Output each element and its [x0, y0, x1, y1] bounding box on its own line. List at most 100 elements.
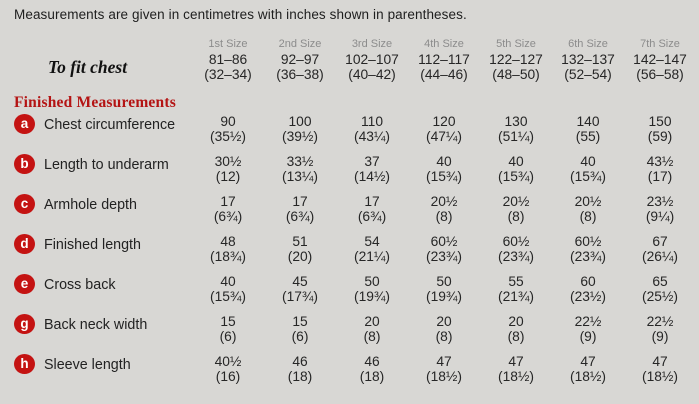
- cm-value: 100: [288, 114, 312, 129]
- row-label: Finished length: [44, 237, 141, 253]
- cm-value: 22½: [646, 314, 674, 329]
- measurement-cell: 102–107 (40–42): [336, 52, 408, 82]
- inch-value: (43¼): [353, 128, 391, 144]
- measurement-cell: 43½ (17): [624, 152, 696, 192]
- inch-value: (8): [579, 208, 597, 224]
- measurement-cell: 112–117 (44–46): [408, 52, 480, 82]
- measurement-cell: 17 (6¾): [264, 192, 336, 232]
- letter-badge: d: [14, 234, 35, 254]
- to-fit-chest-row: To fit chest 81–86 (32–34) 92–97 (36–38) 102…: [0, 52, 696, 82]
- size-header-row: 1st Size 2nd Size 3rd Size 4th Size 5th Size…: [0, 38, 696, 50]
- inch-value: (26¼): [641, 248, 679, 264]
- measurement-cell: 60½ (23¾): [408, 232, 480, 272]
- inch-value: (15¾): [209, 288, 247, 304]
- row-label: Length to underarm: [44, 157, 169, 173]
- cm-value: 65: [652, 274, 668, 289]
- cm-value: 122–127: [489, 52, 543, 67]
- cm-value: 130: [504, 114, 528, 129]
- measurement-cell: 45 (17¾): [264, 272, 336, 312]
- cm-value: 20: [508, 314, 524, 329]
- cm-value: 48: [220, 234, 236, 249]
- finished-measurements-title: Finished Measurements: [14, 94, 176, 111]
- row-label-cell: e Cross back: [0, 272, 192, 312]
- to-fit-chest-label: To fit chest: [48, 57, 128, 77]
- measurement-cell: 130 (51¼): [480, 112, 552, 152]
- cm-value: 55: [508, 274, 524, 289]
- inch-value: (48–50): [492, 66, 540, 82]
- inch-value: (15¾): [497, 168, 535, 184]
- cm-value: 33½: [286, 154, 314, 169]
- inch-value: (56–58): [636, 66, 684, 82]
- inch-value: (19¾): [353, 288, 391, 304]
- measurement-cell: 50 (19¾): [336, 272, 408, 312]
- row-label-cell: a Chest circumference: [0, 112, 192, 152]
- letter-badge: b: [14, 154, 35, 174]
- cm-value: 120: [432, 114, 456, 129]
- row-label-cell: b Length to underarm: [0, 152, 192, 192]
- measurement-cell: 22½ (9): [552, 312, 624, 352]
- measurement-cell: 48 (18¾): [192, 232, 264, 272]
- measurement-cell: 15 (6): [264, 312, 336, 352]
- measurement-cell: 37 (14½): [336, 152, 408, 192]
- cm-value: 60½: [502, 234, 530, 249]
- cm-value: 60½: [574, 234, 602, 249]
- cm-value: 150: [648, 114, 672, 129]
- inch-value: (6): [219, 328, 237, 344]
- measurement-cell: 40 (15¾): [408, 152, 480, 192]
- cm-value: 81–86: [208, 52, 248, 67]
- size-header: 6th Size: [568, 38, 608, 50]
- inch-value: (9¼): [645, 208, 675, 224]
- measurement-row-b: b Length to underarm 30½ (12) 33½ (13¼) 37 (14½…: [0, 152, 696, 192]
- cm-value: 40: [220, 274, 236, 289]
- cm-value: 20: [436, 314, 452, 329]
- measurement-cell: 92–97 (36–38): [264, 52, 336, 82]
- inch-value: (18½): [641, 368, 679, 384]
- measurement-cell: 140 (55): [552, 112, 624, 152]
- inch-value: (44–46): [420, 66, 468, 82]
- measurement-cell: 90 (35½): [192, 112, 264, 152]
- inch-value: (6¾): [285, 208, 315, 224]
- measurement-cell: 15 (6): [192, 312, 264, 352]
- cm-value: 46: [364, 354, 380, 369]
- inch-value: (8): [507, 328, 525, 344]
- cm-value: 92–97: [280, 52, 320, 67]
- measurement-cell: 40 (15¾): [192, 272, 264, 312]
- cm-value: 17: [292, 194, 308, 209]
- measurement-cell: 110 (43¼): [336, 112, 408, 152]
- inch-value: (8): [363, 328, 381, 344]
- cm-value: 15: [292, 314, 308, 329]
- letter-badge: g: [14, 314, 35, 334]
- cm-value: 51: [292, 234, 308, 249]
- inch-value: (36–38): [276, 66, 324, 82]
- inch-value: (18½): [497, 368, 535, 384]
- cm-value: 110: [361, 114, 383, 129]
- cm-value: 40: [580, 154, 596, 169]
- measurement-cell: 150 (59): [624, 112, 696, 152]
- measurement-cell: 120 (47¼): [408, 112, 480, 152]
- measurement-cell: 46 (18): [336, 352, 408, 392]
- row-label-cell: c Armhole depth: [0, 192, 192, 232]
- inch-value: (9): [651, 328, 669, 344]
- inch-value: (18): [287, 368, 313, 384]
- measurement-row-h: h Sleeve length 40½ (16) 46 (18) 46 (18) 47 (18½)…: [0, 352, 696, 392]
- cm-value: 20½: [430, 194, 458, 209]
- cm-value: 60: [580, 274, 596, 289]
- row-label-cell: h Sleeve length: [0, 352, 192, 392]
- cm-value: 17: [364, 194, 380, 209]
- cm-value: 54: [364, 234, 380, 249]
- inch-value: (23¾): [425, 248, 463, 264]
- measurement-cell: 100 (39½): [264, 112, 336, 152]
- inch-value: (16): [215, 368, 241, 384]
- inch-value: (52–54): [564, 66, 612, 82]
- cm-value: 17: [220, 194, 236, 209]
- cm-value: 67: [652, 234, 668, 249]
- size-header: 2nd Size: [278, 38, 322, 50]
- cm-value: 40: [436, 154, 452, 169]
- inch-value: (6¾): [213, 208, 243, 224]
- row-label: Cross back: [44, 277, 116, 293]
- row-label-cell: d Finished length: [0, 232, 192, 272]
- inch-value: (8): [435, 328, 453, 344]
- measurement-cell: 20 (8): [336, 312, 408, 352]
- size-header: 7th Size: [640, 38, 680, 50]
- cm-value: 43½: [646, 154, 674, 169]
